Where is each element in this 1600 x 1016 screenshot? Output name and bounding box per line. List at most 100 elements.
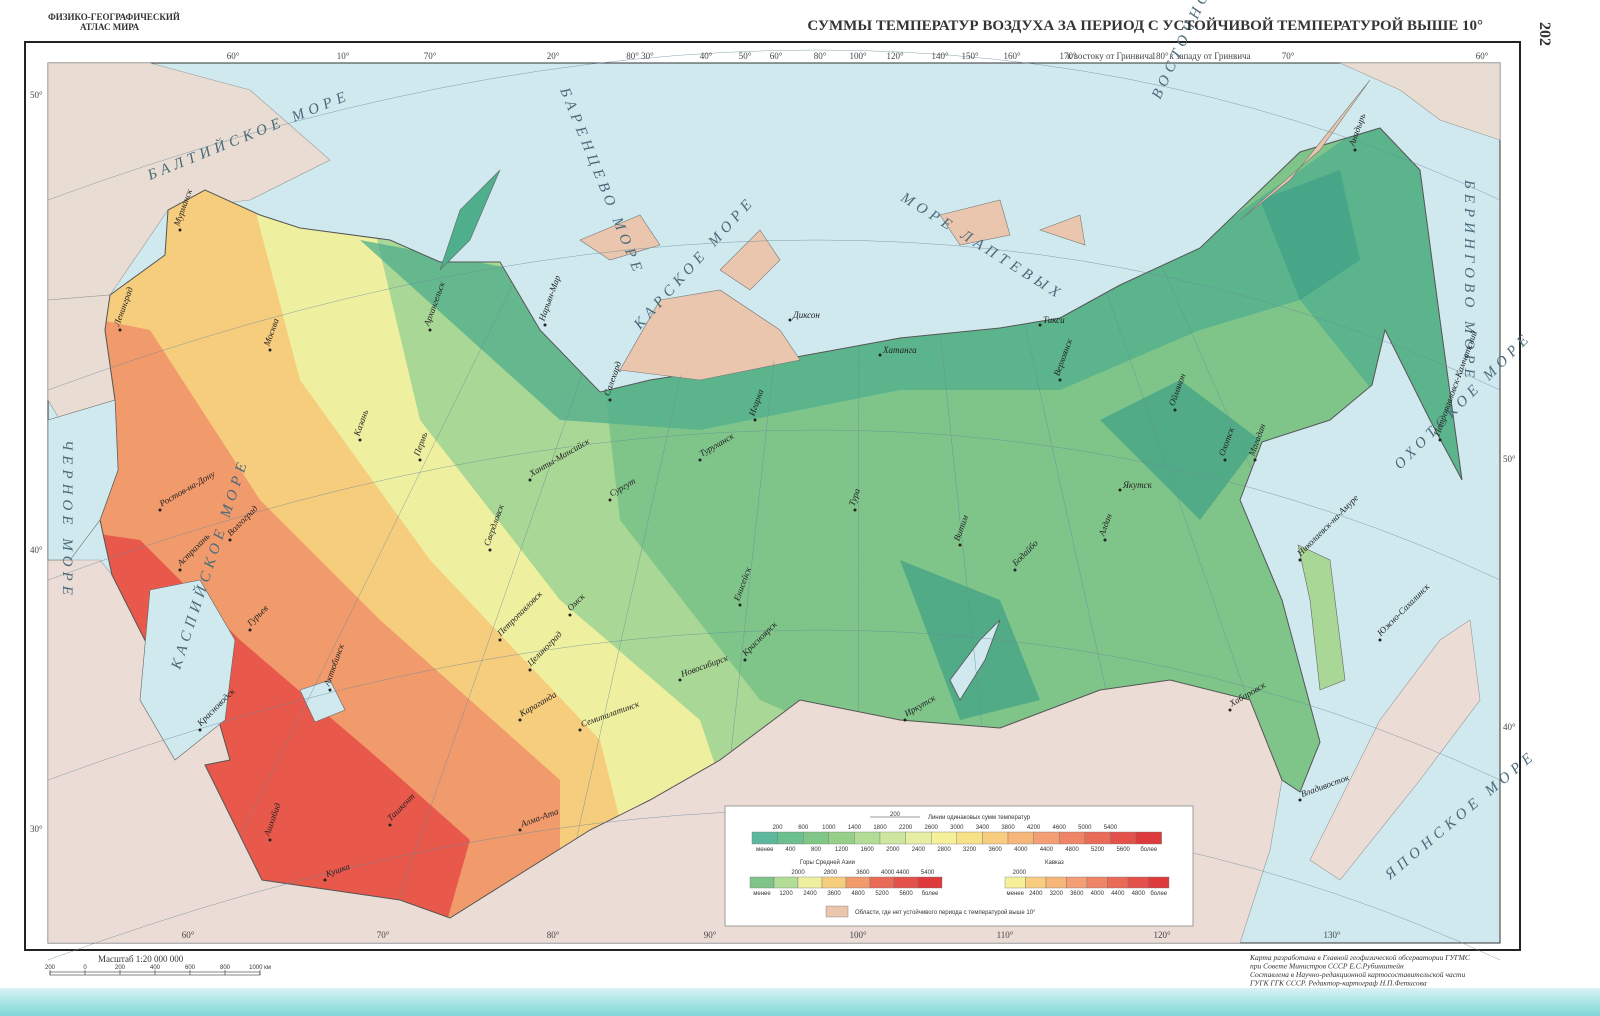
legend-swatch [777, 831, 804, 845]
city-dot [178, 568, 182, 572]
sea-name: БЕРИНГОВО МОРЕ [1461, 179, 1477, 383]
city-dot [418, 458, 422, 462]
bottom-degree: 120° [1153, 930, 1171, 940]
caspian-sea [139, 579, 236, 761]
legend-lower-label: 3600 [1070, 891, 1084, 897]
city-name: Хатанга [882, 345, 917, 355]
legend-lower-label: менее [1007, 891, 1025, 897]
legend-swatch [1004, 876, 1026, 889]
legend-lower-label: 3200 [963, 847, 977, 853]
legend-swatch [931, 831, 958, 845]
city-dot [228, 538, 232, 542]
city-dot [1173, 408, 1177, 412]
legend-upper-label: 1800 [873, 825, 887, 831]
legend-box [724, 805, 1194, 927]
europe [47, 294, 116, 421]
legend-lower-label: 4000 [1014, 847, 1028, 853]
legend-lower-label: менее [756, 847, 774, 853]
city-name: Тикси [1043, 315, 1065, 325]
city-dot [608, 498, 612, 502]
city-dot [518, 828, 522, 832]
alaska [1339, 62, 1501, 141]
legend-swatch [1058, 831, 1085, 845]
scale-tick-label: 800 [220, 965, 231, 971]
scale-tick-label: 400 [150, 965, 161, 971]
city-name: Диксон [792, 310, 820, 320]
top-degree: 70° [1282, 51, 1295, 61]
city-dot [788, 318, 792, 322]
novaya-zemlya [439, 169, 501, 271]
legend-swatch [917, 876, 943, 889]
legend-swatch [1066, 876, 1088, 889]
city-dot [1223, 458, 1227, 462]
left-degree: 50° [30, 90, 43, 100]
zone-tundra [360, 128, 1462, 500]
no-period-swatch [825, 905, 849, 918]
city-name: Якутск [1122, 480, 1153, 490]
city-dot [678, 678, 682, 682]
legend-upper-label: 2200 [899, 825, 913, 831]
city-dot [1013, 568, 1017, 572]
legend-lower-label: 5600 [899, 891, 913, 897]
legend-upper-label: 3800 [1001, 825, 1015, 831]
city-dot [1038, 323, 1042, 327]
city-dot [853, 508, 857, 512]
legend-subtitle: Кавказ [1045, 860, 1064, 866]
city-dot [1378, 638, 1382, 642]
legend-lower-label: 2400 [1029, 891, 1043, 897]
chukotka-coast [1239, 79, 1371, 221]
bottom-degree: 80° [547, 930, 560, 940]
scale-tick-label: 200 [115, 965, 126, 971]
legend-lower-label: 5200 [875, 891, 889, 897]
city-dot [528, 478, 532, 482]
top-degree: 100° [849, 51, 867, 61]
legend-swatch [869, 876, 895, 889]
city-dot [518, 718, 522, 722]
longitude-note: к востоку от Гринвича [1067, 51, 1153, 61]
no-period-label: Области, где нет устойчивого периода с т… [855, 909, 1036, 916]
scale-tick-label: 600 [185, 965, 196, 971]
legend-upper-label: 4000 4400 [881, 870, 910, 876]
legend-upper-label: 3600 [856, 870, 870, 876]
city-dot [198, 728, 202, 732]
legend-lower-label: 2000 [886, 847, 900, 853]
legend-upper-label: 2600 [925, 825, 939, 831]
legend-swatch [854, 831, 881, 845]
credit-line: Составлена в Научно-редакционной картосо… [1250, 970, 1465, 979]
temperature-zones [100, 128, 1462, 918]
isoline-label: Линии одинаковых сумм температур [928, 815, 1031, 821]
scale-tick-label: 200 [45, 965, 56, 971]
city-dot [488, 548, 492, 552]
city-dot [528, 668, 532, 672]
top-degree: 60° [1476, 51, 1489, 61]
legend-swatch [845, 876, 871, 889]
credit-line: при Совете Министров СССР Е.С.Рубинштейн [1250, 962, 1404, 971]
legend-lower-label: 800 [811, 847, 822, 853]
legend-upper-label: 5000 [1078, 825, 1092, 831]
legend-lower-label: 4800 [851, 891, 865, 897]
city-dot [958, 543, 962, 547]
legend-upper-label: 4200 [1027, 825, 1041, 831]
legend-swatch [1107, 876, 1129, 889]
legend [724, 805, 1194, 927]
legend-swatch [1148, 876, 1170, 889]
severnaya-zemlya [719, 229, 781, 291]
legend-swatch [1135, 831, 1162, 845]
legend-upper-label: 200 [773, 825, 784, 831]
parallel [47, 629, 1501, 781]
city-dot [903, 718, 907, 722]
city-dot [1058, 378, 1062, 382]
legend-swatch [956, 831, 983, 845]
top-degree: 60° [770, 51, 783, 61]
legend-upper-label: 5400 [1104, 825, 1118, 831]
longitude-note: к западу от Гринвича [1169, 51, 1250, 61]
legend-lower-label: 1200 [835, 847, 849, 853]
legend-lower-label: 4400 [1111, 891, 1125, 897]
city-dot [268, 838, 272, 842]
bottom-degree: 90° [704, 930, 717, 940]
legend-swatch [1007, 831, 1034, 845]
city-dot [118, 328, 122, 332]
japan [1309, 619, 1481, 881]
legend-lower-label: 5600 [1117, 847, 1131, 853]
